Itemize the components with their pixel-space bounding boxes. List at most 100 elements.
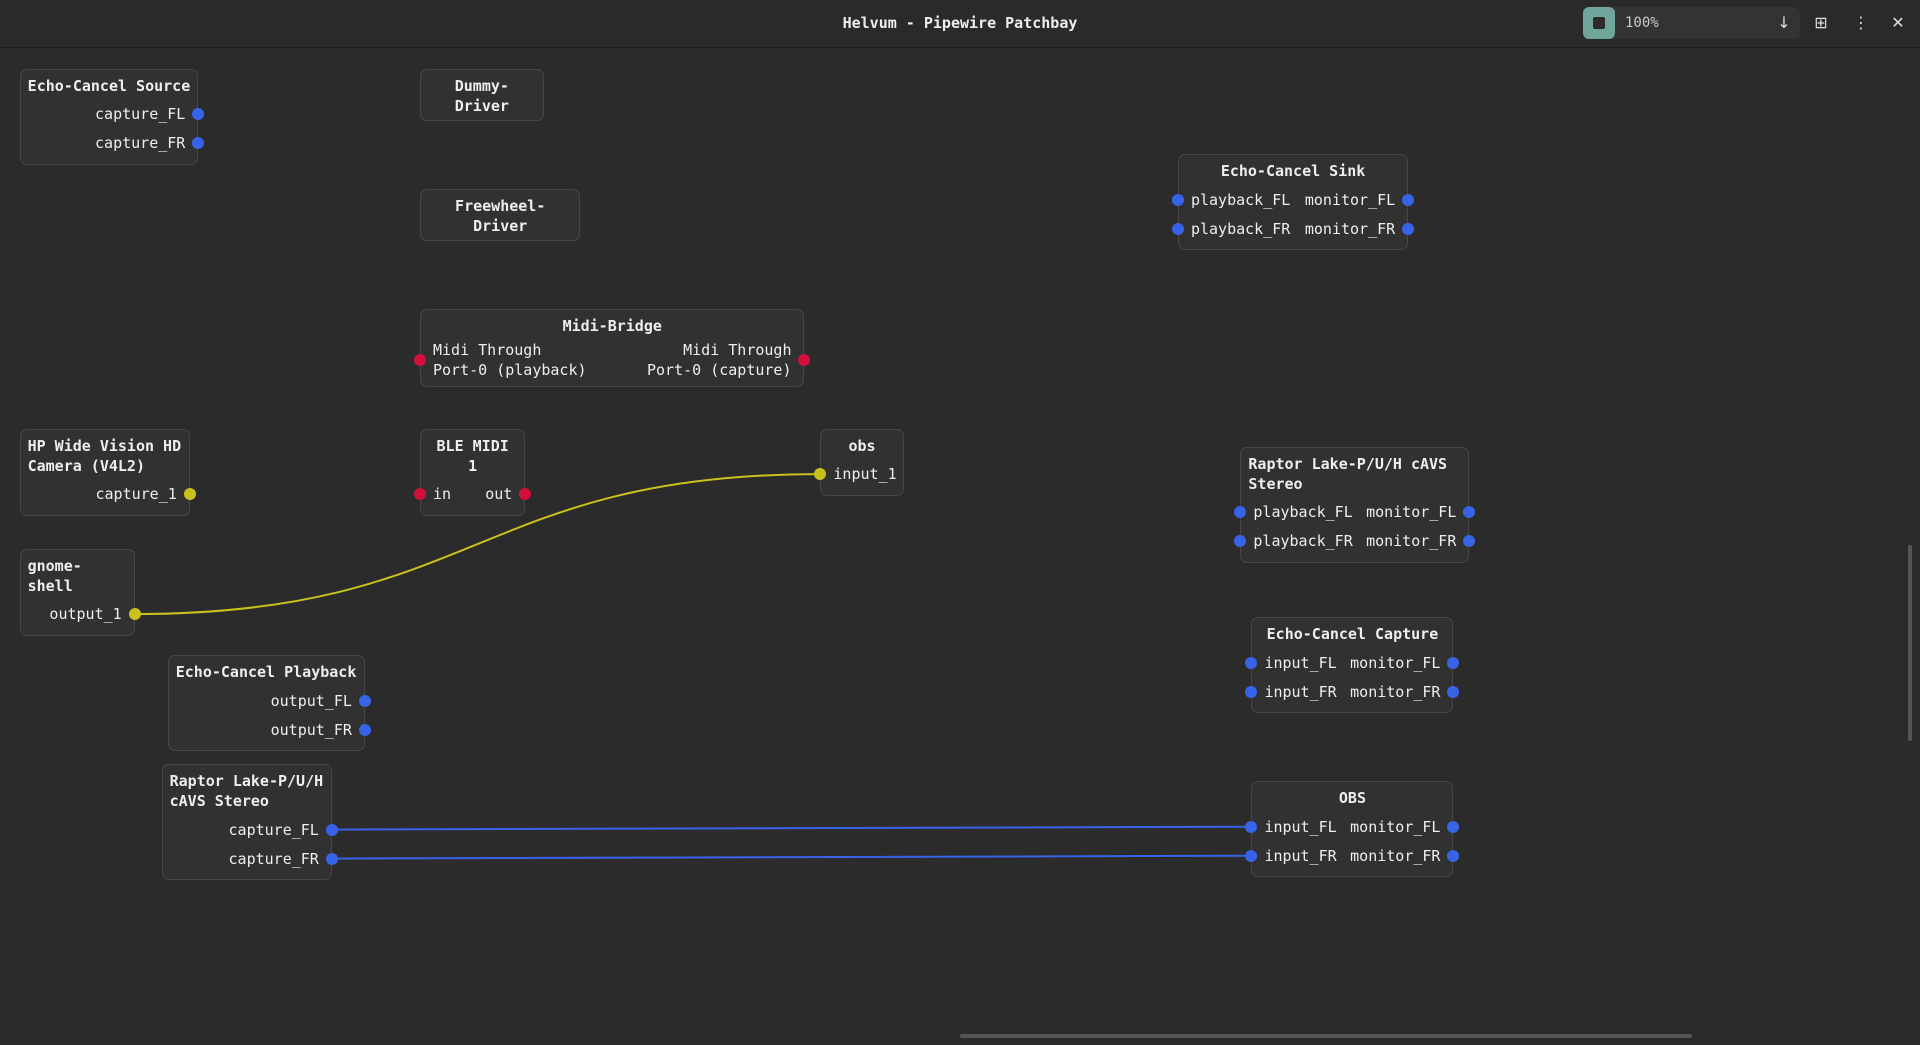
input-port[interactable]: input_FL [1245,653,1337,673]
node-title: HP Wide Vision HD Camera (V4L2) [27,436,182,475]
output-port[interactable]: output_FL [271,691,371,711]
node[interactable]: Dummy-Driver [420,68,544,121]
node-title: OBS [1338,789,1366,808]
horizontal-scrollbar[interactable] [960,1034,1692,1038]
port-dot[interactable] [1447,849,1460,862]
output-port[interactable]: capture_FR [229,849,338,869]
output-port[interactable]: monitor_FL [1305,190,1415,210]
output-port[interactable]: monitor_FL [1350,653,1460,673]
input-port[interactable]: playback_FL [1171,190,1290,210]
port-dot[interactable] [814,468,827,481]
port-dot[interactable] [192,137,205,150]
port-dot[interactable] [1463,535,1476,548]
output-port[interactable]: out [485,484,532,504]
node[interactable]: HP Wide Vision HD Camera (V4L2) capture_1 [19,428,196,516]
node[interactable]: OBS input_FL monitor_FL input_FR monitor_FR [1245,781,1460,878]
port-row: input_FL monitor_FL [1245,812,1460,841]
zoom-out-button[interactable] [1583,7,1615,39]
node[interactable]: Echo-Cancel Sink playback_FL monitor_FL pla… [1171,154,1415,251]
port-dot[interactable] [1402,222,1415,235]
input-port[interactable]: input_FR [1245,846,1337,866]
port-row: capture_FR [163,844,338,873]
input-port[interactable]: input_1 [814,464,897,484]
node-title: Echo-Cancel Source [27,76,191,95]
node[interactable]: Raptor Lake-P/U/H cAVS Stereo playback_FL… [1234,446,1476,563]
port-dot[interactable] [1245,820,1258,833]
node[interactable]: Echo-Cancel Capture input_FL monitor_FL inp… [1245,617,1460,714]
port-dot[interactable] [1402,193,1415,206]
input-port[interactable]: in [414,484,451,504]
node-title: Freewheel-Driver [455,196,546,235]
port-row: playback_FL monitor_FL [1171,185,1415,214]
port-dot[interactable] [358,723,371,736]
port-row: input_FL monitor_FL [1245,648,1460,677]
output-port[interactable]: capture_1 [96,484,196,504]
input-port[interactable]: input_FR [1245,682,1337,702]
zoom-in-button[interactable]: ⊞ [1814,13,1828,32]
input-port[interactable]: playback_FR [1234,531,1353,551]
output-port[interactable]: output_FR [271,720,371,740]
menu-button[interactable]: ⋮ [1853,13,1869,32]
node[interactable]: Echo-Cancel Playback output_FL output_FR [167,655,371,752]
zoom-dropdown[interactable]: ↓ [1777,13,1791,32]
zoom-entry[interactable]: 100% ↓ [1583,7,1800,39]
port-dot[interactable] [128,608,141,621]
input-port[interactable]: input_FL [1245,817,1337,837]
port-dot[interactable] [1447,685,1460,698]
port-dot[interactable] [1447,656,1460,669]
node[interactable]: BLE MIDI 1 in out [414,428,532,516]
port-dot[interactable] [1245,656,1258,669]
port-dot[interactable] [1447,820,1460,833]
port-dot[interactable] [358,694,371,707]
output-port[interactable]: capture_FL [229,820,338,840]
port-dot[interactable] [1245,685,1258,698]
port-dot[interactable] [1463,506,1476,519]
output-port[interactable]: capture_FR [95,133,205,153]
port-dot[interactable] [183,488,196,501]
vertical-scrollbar[interactable] [1908,545,1912,741]
output-port[interactable]: monitor_FR [1305,219,1415,239]
node[interactable]: gnome-shell output_1 [19,548,141,636]
node-title: BLE MIDI 1 [436,436,509,475]
port-dot[interactable] [1171,222,1184,235]
node-title: gnome-shell [27,556,82,595]
close-button[interactable]: ✕ [1891,13,1905,32]
node-title: Raptor Lake-P/U/H cAVS Stereo [169,772,324,811]
port-dot[interactable] [1234,506,1247,519]
output-port[interactable]: monitor_FL [1366,502,1476,522]
port-dot[interactable] [1234,535,1247,548]
port-row: capture_FL [21,100,205,129]
port-dot[interactable] [414,353,426,366]
port-dot[interactable] [192,108,205,121]
input-port[interactable]: playback_FL [1234,502,1353,522]
port-dot[interactable] [414,488,426,501]
port-row: Midi Through Port-0 (playback) Midi Throu… [414,340,811,380]
port-row: output_1 [21,600,141,629]
port-dot[interactable] [325,823,338,836]
output-port[interactable]: capture_FL [95,104,205,124]
node[interactable]: Freewheel-Driver [420,188,581,241]
output-port[interactable]: monitor_FR [1350,846,1460,866]
port-row: input_1 [814,460,902,489]
output-port[interactable]: monitor_FR [1350,682,1460,702]
output-port[interactable]: monitor_FR [1366,531,1476,551]
port-row: playback_FR monitor_FR [1171,214,1415,243]
port-row: playback_FR monitor_FR [1234,527,1476,556]
output-port[interactable]: monitor_FL [1350,817,1460,837]
node[interactable]: Echo-Cancel Source capture_FL capture_FR [19,68,205,165]
node-title: Raptor Lake-P/U/H cAVS Stereo [1248,454,1448,493]
output-port[interactable]: output_1 [49,604,141,624]
port-dot[interactable] [1171,193,1184,206]
node[interactable]: Midi-Bridge Midi Through Port-0 (playback… [414,308,811,387]
port-dot[interactable] [798,353,811,366]
node-title: Echo-Cancel Sink [1220,162,1366,181]
node-title: Dummy-Driver [454,76,509,115]
port-dot[interactable] [325,852,338,865]
node[interactable]: obs input_1 [814,428,904,496]
port-dot[interactable] [1245,849,1258,862]
output-port[interactable]: Midi Through Port-0 (capture) [647,340,811,380]
port-row: capture_1 [21,480,196,509]
input-port[interactable]: Midi Through Port-0 (playback) [414,340,587,380]
input-port[interactable]: playback_FR [1171,219,1290,239]
